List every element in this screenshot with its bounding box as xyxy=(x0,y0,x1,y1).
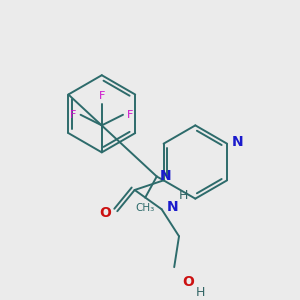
Text: F: F xyxy=(99,91,105,101)
Text: H: H xyxy=(179,189,188,202)
Text: CH₃: CH₃ xyxy=(136,203,155,214)
Text: N: N xyxy=(232,135,244,149)
Text: O: O xyxy=(100,206,112,220)
Text: N: N xyxy=(167,200,178,214)
Text: F: F xyxy=(127,110,133,120)
Text: F: F xyxy=(70,110,77,120)
Text: O: O xyxy=(182,275,194,289)
Text: N: N xyxy=(160,169,171,182)
Text: H: H xyxy=(195,286,205,299)
